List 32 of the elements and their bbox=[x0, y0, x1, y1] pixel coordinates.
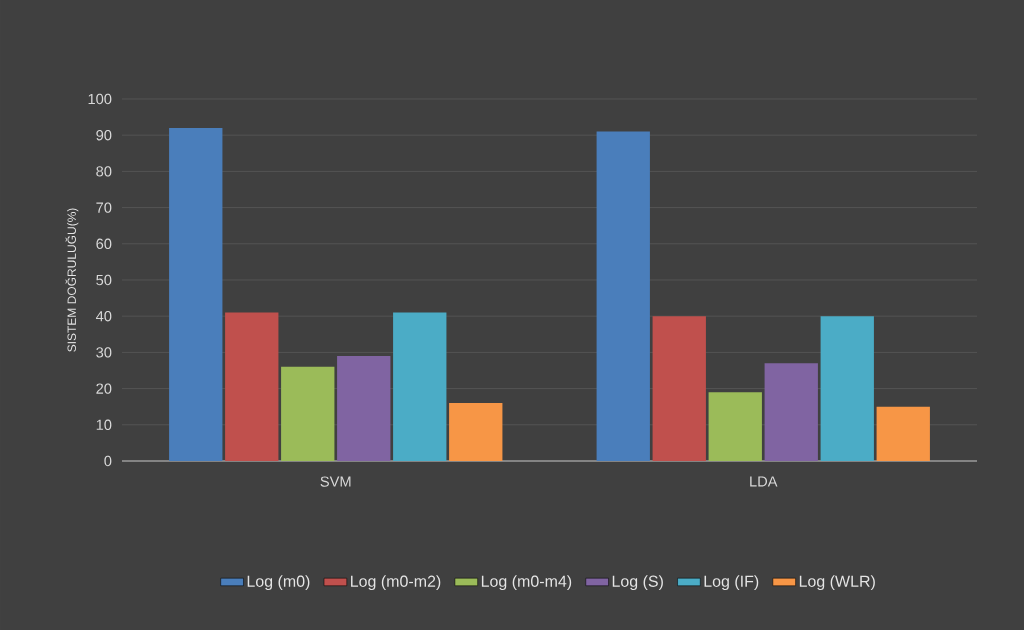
x-tick-label: LDA bbox=[750, 476, 778, 487]
y-tick-label: 20 bbox=[96, 383, 112, 394]
y-axis-title: SISTEM DOĞRULUĞU(%) bbox=[65, 208, 79, 352]
legend-label: Log (WLR) bbox=[799, 575, 875, 591]
y-tick-label: 70 bbox=[96, 202, 112, 213]
y-tick-label: 100 bbox=[88, 93, 112, 105]
y-tick-label: 0 bbox=[104, 455, 112, 467]
legend-label: Log (IF) bbox=[704, 575, 759, 591]
bar bbox=[764, 363, 818, 461]
bar bbox=[876, 406, 930, 461]
bar bbox=[449, 403, 503, 461]
x-tick-label: SVM bbox=[320, 476, 351, 487]
legend-label: Log (S) bbox=[612, 575, 663, 591]
y-tick-label: 50 bbox=[96, 274, 112, 286]
legend-label: Log (m0-m2) bbox=[351, 575, 441, 591]
bar bbox=[281, 366, 335, 461]
y-tick-label: 30 bbox=[96, 347, 112, 358]
bar bbox=[708, 392, 762, 461]
y-tick-label: 40 bbox=[95, 311, 112, 322]
legend-label: Log (m0-m4) bbox=[481, 575, 572, 591]
bar bbox=[225, 312, 279, 461]
y-tick-label: 10 bbox=[96, 419, 112, 430]
y-tick-label: 80 bbox=[96, 166, 112, 177]
bar bbox=[596, 131, 650, 461]
bar bbox=[393, 312, 447, 461]
bar bbox=[169, 127, 223, 461]
bar bbox=[337, 356, 391, 461]
y-tick-label: 60 bbox=[96, 238, 112, 249]
bar bbox=[652, 316, 706, 461]
bar bbox=[820, 316, 874, 461]
legend-label: Log (m0) bbox=[247, 575, 310, 591]
y-tick-label: 90 bbox=[96, 130, 112, 141]
